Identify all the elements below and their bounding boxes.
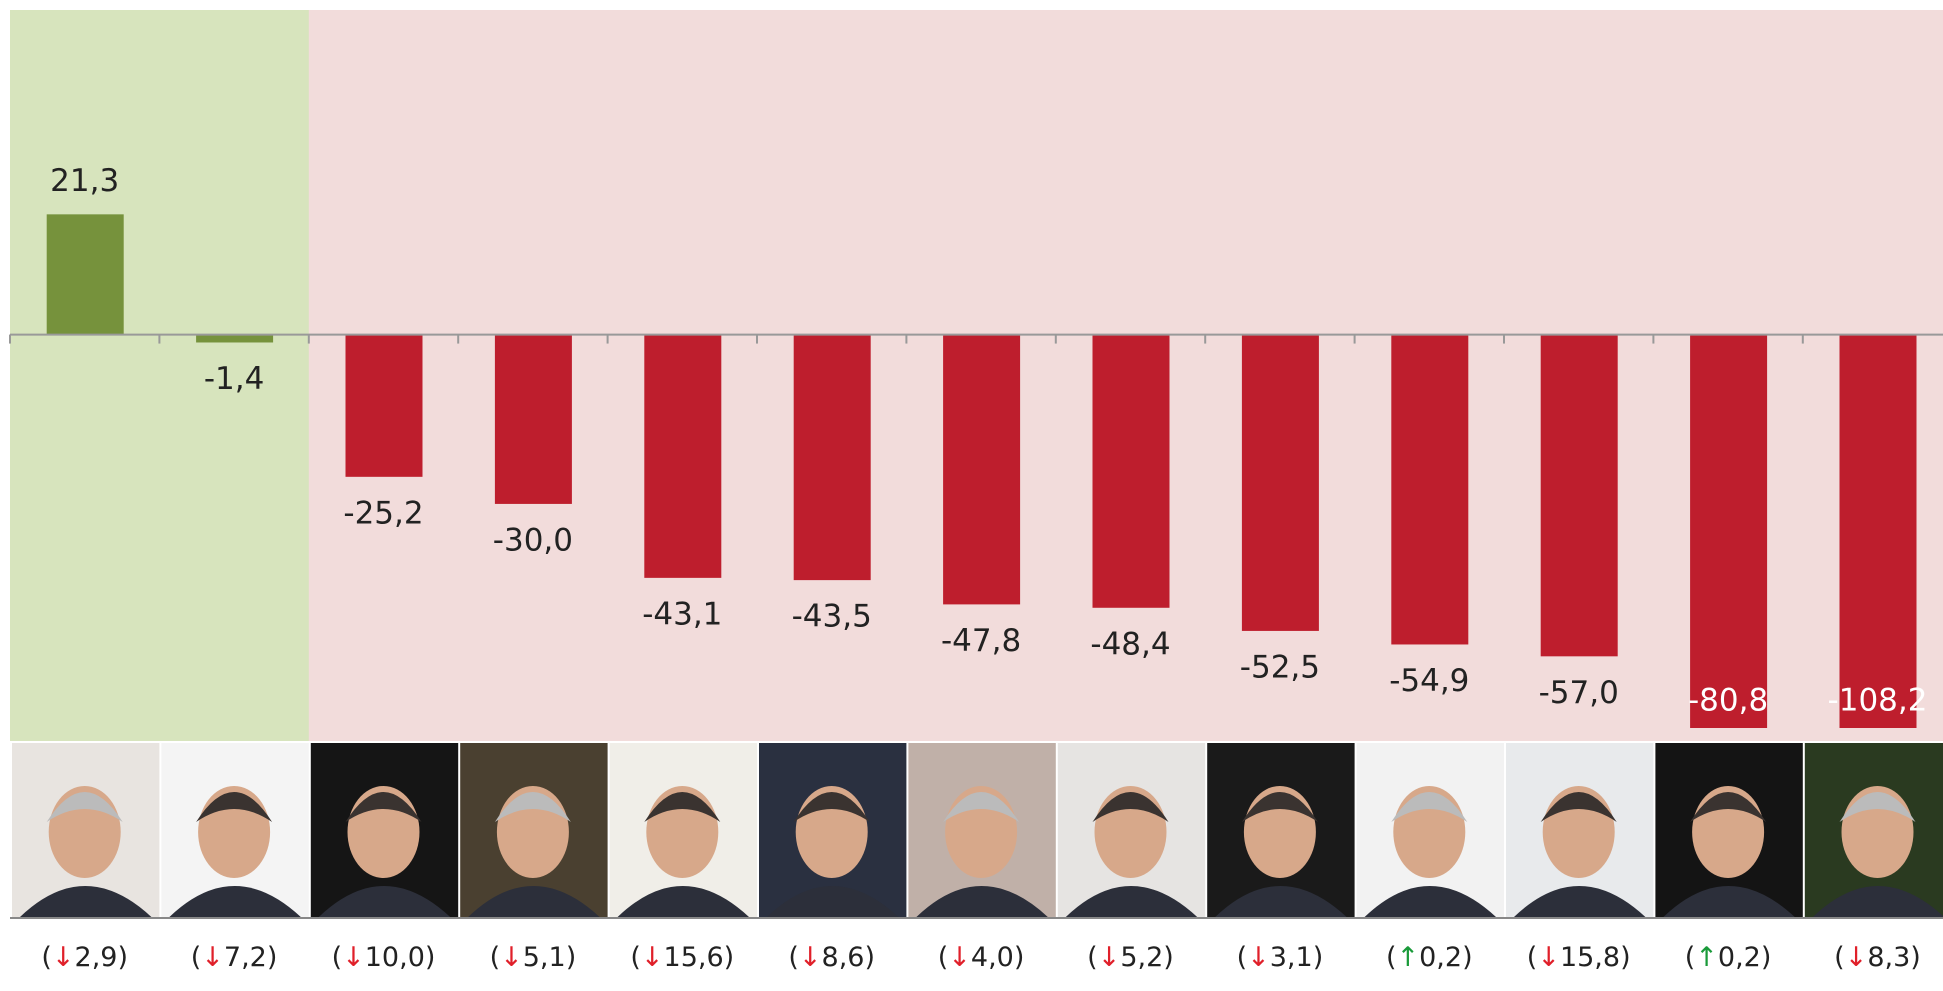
bracket-close: ) <box>1620 942 1631 973</box>
bracket-close: ) <box>1014 942 1025 973</box>
value-label: -25,2 <box>343 495 423 531</box>
bracket-close: ) <box>267 942 278 973</box>
bar <box>943 335 1020 605</box>
change-label: (↓5,2) <box>1087 942 1174 973</box>
change-arrow: ↓ <box>1845 942 1868 973</box>
bracket-open: ( <box>191 942 202 973</box>
change-value: 8,3 <box>1867 942 1910 973</box>
change-arrow: ↓ <box>1247 942 1270 973</box>
change-value: 0,2 <box>1718 942 1761 973</box>
change-arrow: ↓ <box>500 942 523 973</box>
change-label: (↑0,2) <box>1386 942 1473 973</box>
bracket-open: ( <box>1386 942 1397 973</box>
change-arrow: ↓ <box>799 942 822 973</box>
change-value: 15,8 <box>1560 942 1620 973</box>
bracket-close: ) <box>1462 942 1473 973</box>
value-label: -48,4 <box>1090 626 1170 662</box>
change-label: (↓2,9) <box>41 942 128 973</box>
band-background <box>10 10 160 741</box>
bar <box>794 335 871 581</box>
value-label: -57,0 <box>1539 675 1619 711</box>
bracket-close: ) <box>1910 942 1921 973</box>
bar <box>644 335 721 578</box>
value-label: -47,8 <box>941 623 1021 659</box>
bar <box>1541 335 1618 657</box>
bracket-close: ) <box>724 942 735 973</box>
bracket-open: ( <box>1834 942 1845 973</box>
bracket-open: ( <box>788 942 799 973</box>
change-arrow: ↓ <box>1098 942 1121 973</box>
change-value: 7,2 <box>224 942 267 973</box>
bracket-close: ) <box>1761 942 1772 973</box>
bar <box>495 335 572 504</box>
change-value: 8,6 <box>822 942 865 973</box>
bracket-open: ( <box>1087 942 1098 973</box>
change-value: 5,1 <box>523 942 566 973</box>
bracket-close: ) <box>1163 942 1174 973</box>
change-arrow: ↓ <box>342 942 365 973</box>
bracket-close: ) <box>1313 942 1324 973</box>
value-label: -54,9 <box>1389 663 1469 699</box>
change-value: 0,2 <box>1419 942 1462 973</box>
bracket-close: ) <box>864 942 875 973</box>
change-arrow: ↓ <box>201 942 224 973</box>
value-label: -43,5 <box>792 599 872 635</box>
page: 21,3(↓2,9)-1,4(↓7,2)-25,2(↓10,0)-30,0(↓5… <box>0 0 1943 991</box>
change-value: 2,9 <box>75 942 118 973</box>
bar <box>1391 335 1468 645</box>
change-value: 3,1 <box>1270 942 1313 973</box>
bar <box>1690 335 1767 791</box>
value-label: -43,1 <box>642 596 722 632</box>
value-label: -52,5 <box>1240 649 1320 685</box>
change-value: 15,6 <box>664 942 724 973</box>
value-label: 21,3 <box>50 163 119 199</box>
change-label: (↓7,2) <box>191 942 278 973</box>
bracket-close: ) <box>425 942 436 973</box>
bar <box>196 335 273 343</box>
bracket-close: ) <box>566 942 577 973</box>
bracket-close: ) <box>117 942 128 973</box>
change-arrow: ↑ <box>1397 942 1420 973</box>
change-label: (↑0,2) <box>1685 942 1772 973</box>
bracket-open: ( <box>938 942 949 973</box>
bar <box>1093 335 1170 608</box>
bracket-open: ( <box>1527 942 1538 973</box>
bracket-open: ( <box>1685 942 1696 973</box>
change-label: (↓8,3) <box>1834 942 1921 973</box>
chart: 21,3(↓2,9)-1,4(↓7,2)-25,2(↓10,0)-30,0(↓5… <box>0 0 1943 991</box>
change-arrow: ↑ <box>1695 942 1718 973</box>
value-label: -80,8 <box>1688 683 1768 719</box>
bar <box>1242 335 1319 631</box>
change-label: (↓15,6) <box>630 942 734 973</box>
change-label: (↓4,0) <box>938 942 1025 973</box>
change-label: (↓3,1) <box>1237 942 1324 973</box>
bracket-open: ( <box>332 942 343 973</box>
value-label: -30,0 <box>493 522 573 558</box>
change-arrow: ↓ <box>52 942 75 973</box>
bar <box>346 335 423 477</box>
change-label: (↓8,6) <box>788 942 875 973</box>
value-label: -1,4 <box>204 361 265 397</box>
change-label: (↓15,8) <box>1527 942 1631 973</box>
bracket-open: ( <box>41 942 52 973</box>
value-label: -108,2 <box>1828 683 1928 719</box>
change-label: (↓10,0) <box>332 942 436 973</box>
bar <box>47 214 124 334</box>
change-value: 4,0 <box>971 942 1014 973</box>
bracket-open: ( <box>1237 942 1248 973</box>
bracket-open: ( <box>630 942 641 973</box>
change-arrow: ↓ <box>641 942 664 973</box>
change-value: 10,0 <box>365 942 425 973</box>
change-arrow: ↓ <box>948 942 971 973</box>
change-label: (↓5,1) <box>490 942 577 973</box>
bracket-open: ( <box>490 942 501 973</box>
change-arrow: ↓ <box>1537 942 1560 973</box>
change-value: 5,2 <box>1120 942 1163 973</box>
